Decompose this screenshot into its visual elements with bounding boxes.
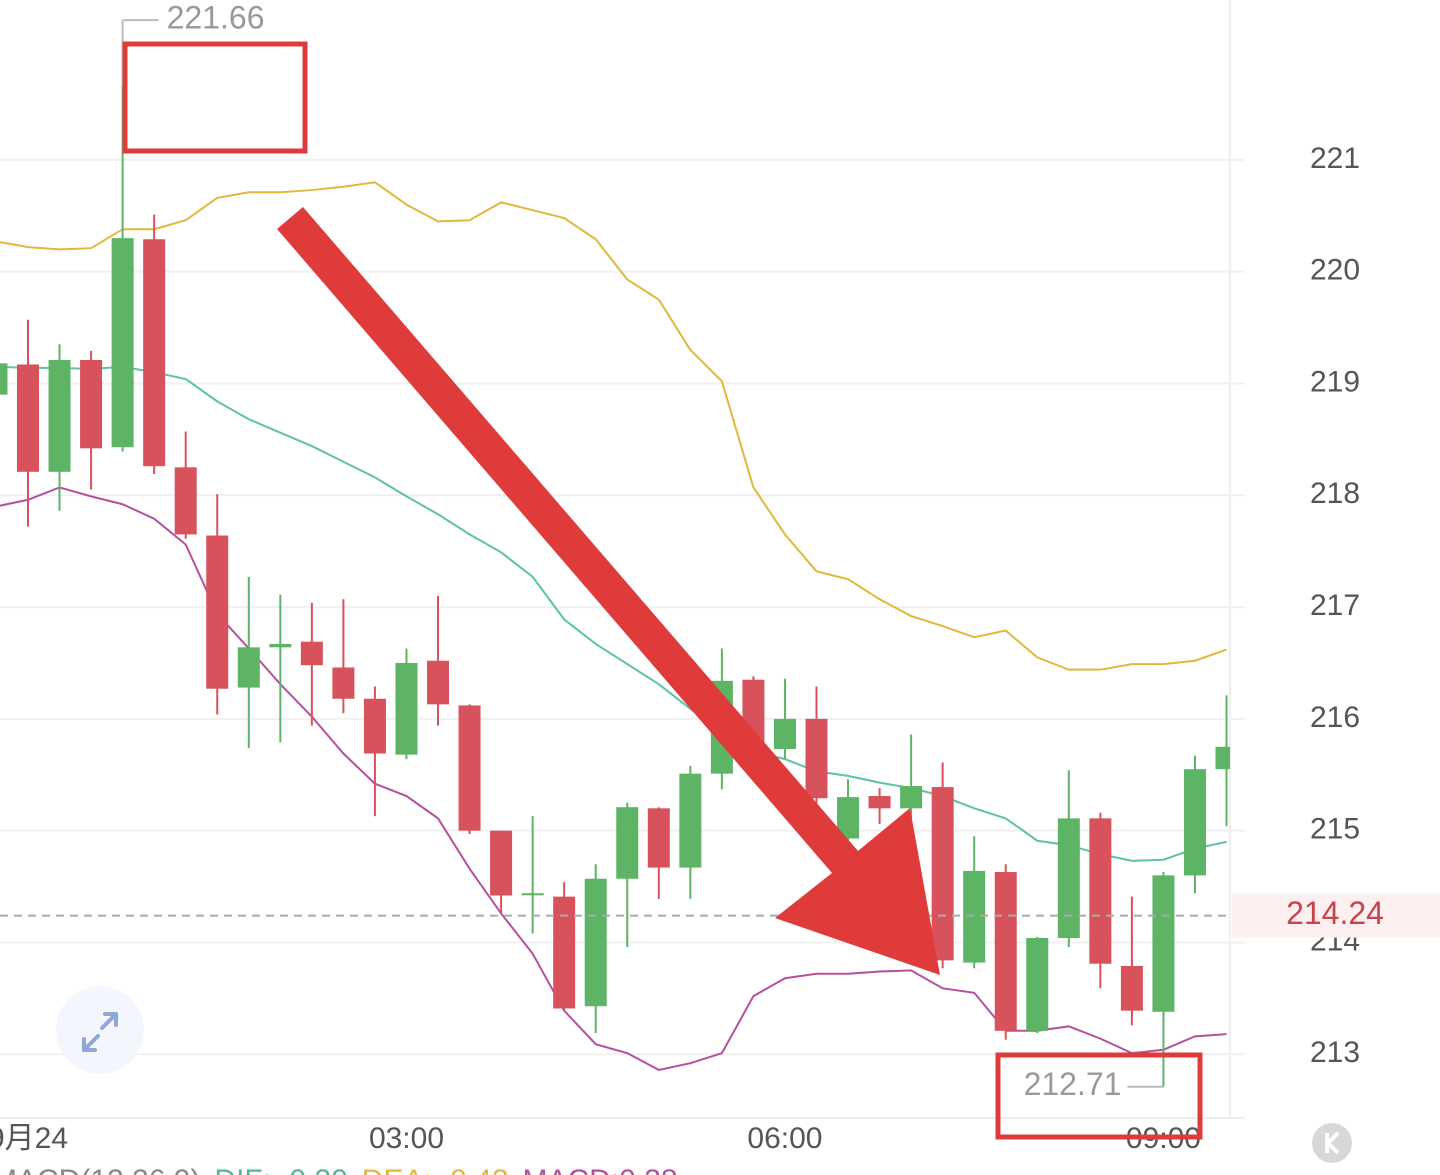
candle-body [0, 363, 8, 395]
y-tick-label: 217 [1310, 589, 1360, 622]
candle-body [805, 718, 828, 799]
y-tick-label: 219 [1310, 365, 1360, 398]
candle-body [300, 641, 323, 666]
candle-body [332, 667, 355, 699]
candle-body [1026, 938, 1049, 1031]
band-line [0, 486, 1227, 1071]
indicator-text: DIF: -0.20 [214, 1164, 347, 1175]
highlight-box [122, 41, 308, 154]
candle-body [458, 705, 481, 831]
candle-body [174, 467, 197, 535]
candle-body [17, 364, 39, 472]
candle-body [1215, 746, 1230, 770]
candle-body [206, 535, 229, 689]
band-line [0, 365, 1227, 862]
indicator-text: MACD(12,26,9) [0, 1164, 200, 1175]
y-tick-label: 220 [1310, 254, 1360, 287]
candle-body [679, 773, 702, 868]
expand-button[interactable] [56, 986, 144, 1074]
candle-body [994, 872, 1017, 1031]
candle-body [143, 239, 166, 467]
candle-body [868, 796, 891, 809]
candle-body [553, 896, 576, 1009]
y-tick-label: 218 [1310, 477, 1360, 510]
candle-body [269, 643, 292, 648]
candle-body [773, 718, 796, 750]
candle-body [521, 893, 544, 896]
candle-body [111, 238, 134, 448]
candle-body [1183, 769, 1206, 876]
y-tick-label: 221 [1310, 142, 1360, 175]
high-label: 221.66 [167, 0, 265, 36]
indicator-text: MACD:0.38 [523, 1164, 678, 1175]
candle-body [427, 660, 450, 705]
candle-body [584, 878, 607, 1007]
candle-body [931, 787, 954, 961]
y-tick-label: 215 [1310, 813, 1360, 846]
candle-body [1152, 875, 1175, 1012]
band-line [0, 181, 1227, 671]
last-price-box [1232, 893, 1440, 938]
x-tick-label: 03:00 [369, 1122, 444, 1155]
kline-button[interactable] [1312, 1123, 1352, 1163]
candle-body [900, 785, 923, 809]
y-tick-label: 216 [1310, 701, 1360, 734]
x-tick-label: 9月24 [0, 1122, 68, 1155]
y-tick-label: 213 [1310, 1036, 1360, 1069]
candle-body [1057, 818, 1080, 939]
trend-arrow [277, 207, 940, 975]
candle-body [490, 830, 513, 896]
highlight-box [995, 1052, 1203, 1140]
x-tick-label: 06:00 [747, 1122, 822, 1155]
candle-body [647, 808, 670, 868]
low-label: 212.71 [1024, 1066, 1122, 1102]
indicator-text: DEA: -0.42 [362, 1164, 509, 1175]
candle-body [1089, 818, 1112, 964]
candle-body [1120, 965, 1143, 1011]
candle-body [837, 797, 860, 839]
candle-body [80, 359, 103, 449]
candle-body [237, 647, 260, 688]
candle-body [395, 662, 418, 755]
candle-body [363, 698, 386, 754]
candle-body [963, 870, 986, 963]
last-price-label: 214.24 [1286, 895, 1384, 931]
candle-body [48, 359, 71, 472]
candle-body [616, 807, 639, 879]
